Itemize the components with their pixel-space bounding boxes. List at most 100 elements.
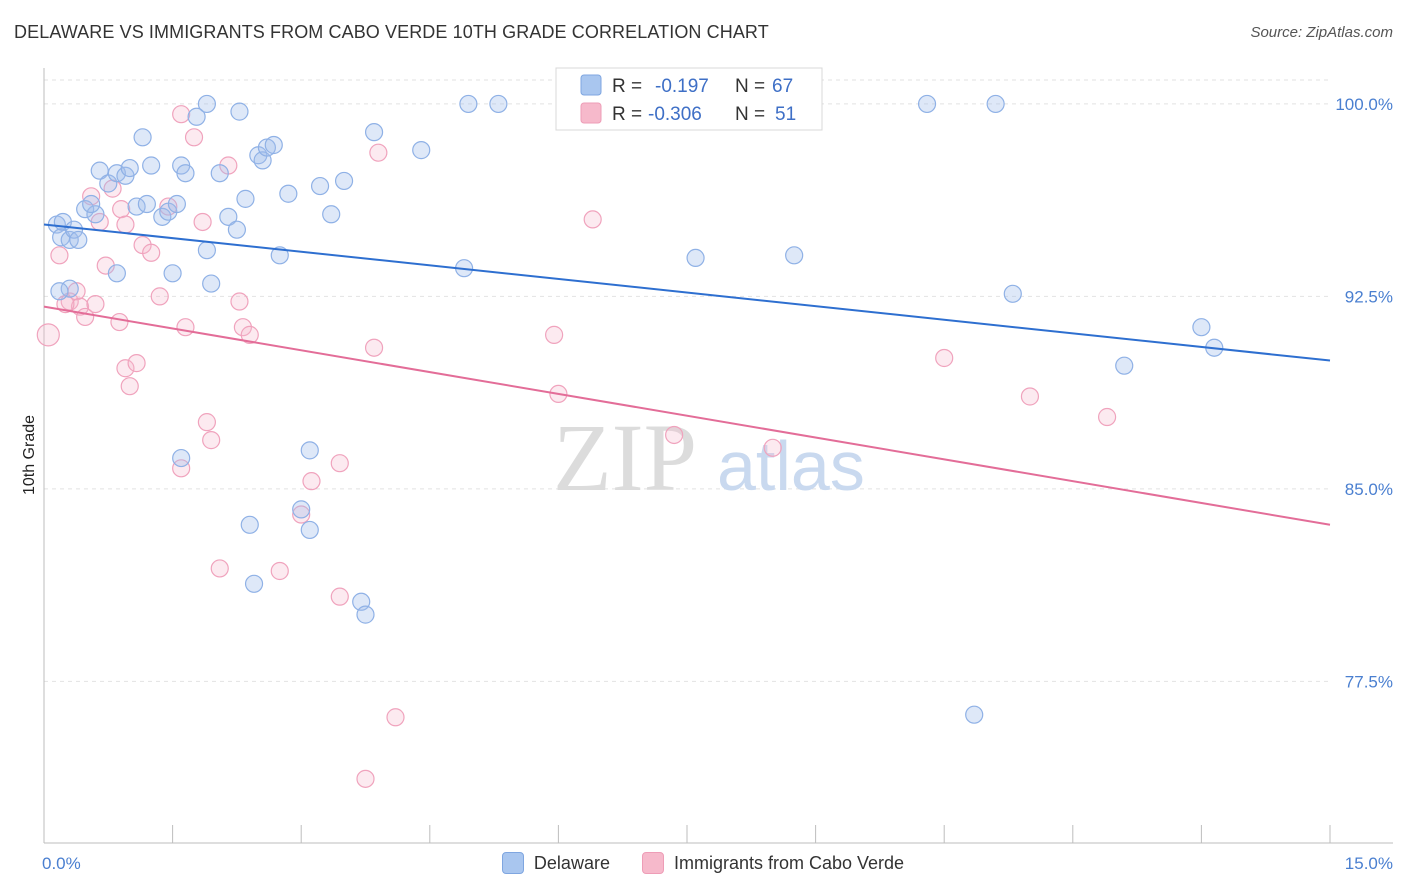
legend-item-delaware: Delaware (501, 852, 610, 874)
point-delaware (686, 248, 705, 268)
gridlines (44, 79, 1330, 682)
point-delaware (489, 94, 508, 114)
point-delaware (236, 189, 255, 208)
point-delaware (334, 171, 354, 191)
point-delaware (300, 520, 319, 540)
point-cabo-verde (210, 559, 229, 578)
point-cabo-verde (202, 431, 221, 450)
point-delaware (60, 279, 79, 298)
point-cabo-verde (127, 354, 146, 373)
point-delaware (785, 246, 804, 265)
chart-title: DELAWARE VS IMMIGRANTS FROM CABO VERDE 1… (14, 22, 769, 42)
point-delaware (227, 220, 246, 239)
point-cabo-verde (150, 287, 169, 306)
y-tick-labels: 100.0% 92.5% 85.0% 77.5% (1335, 95, 1393, 691)
legend-label-delaware: Delaware (533, 852, 610, 873)
point-cabo-verde (665, 425, 684, 445)
point-cabo-verde (369, 143, 388, 162)
point-cabo-verde (292, 505, 311, 524)
legend-n-value: 67 (772, 76, 793, 97)
y-axis-label: 10th Grade (21, 415, 38, 495)
point-cabo-verde (172, 459, 191, 478)
point-cabo-verde (364, 338, 384, 357)
point-cabo-verde (935, 348, 954, 368)
point-cabo-verde (233, 318, 253, 337)
legend-r-label: R = (612, 76, 642, 97)
stats-legend: R = -0.197 N = 67 R = -0.306 N = 51 (555, 67, 823, 131)
point-delaware (356, 605, 375, 624)
point-delaware (300, 441, 319, 460)
point-delaware (197, 94, 216, 114)
watermark: ZIP atlas (553, 404, 865, 511)
point-delaware (364, 123, 384, 142)
point-cabo-verde (545, 325, 564, 344)
series-legend: Delaware Immigrants from Cabo Verde (0, 852, 1406, 874)
point-delaware (176, 164, 195, 183)
point-cabo-verde (330, 454, 349, 473)
point-delaware (142, 156, 161, 175)
y-tick-label: 100.0% (1335, 95, 1393, 114)
trend-line-cabo-verde (43, 305, 1331, 526)
point-cabo-verde (193, 212, 212, 232)
point-cabo-verde (386, 708, 405, 727)
point-delaware (153, 207, 172, 226)
legend-label-cabo-verde: Immigrants from Cabo Verde (673, 852, 905, 873)
point-delaware (219, 207, 238, 226)
point-delaware (1115, 356, 1134, 375)
x-tick-label: 15.0% (1345, 854, 1393, 873)
point-delaware (240, 515, 259, 534)
legend-r-label: R = (612, 104, 642, 125)
point-cabo-verde (1097, 407, 1117, 427)
legend-swatch-cabo-verde (580, 102, 602, 124)
point-cabo-verde (302, 472, 321, 491)
point-cabo-verde (270, 561, 289, 581)
point-delaware (187, 107, 206, 126)
point-cabo-verde (50, 246, 69, 265)
point-cabo-verde (172, 105, 191, 124)
point-cabo-verde (1020, 387, 1040, 406)
point-cabo-verde (120, 377, 139, 396)
point-delaware (210, 164, 229, 183)
point-delaware (133, 128, 152, 147)
point-delaware (69, 230, 88, 250)
point-delaware (172, 448, 191, 468)
axes (43, 68, 1393, 844)
point-cabo-verde (36, 323, 60, 347)
point-cabo-verde (184, 128, 204, 147)
watermark-atlas: atlas (717, 427, 865, 505)
point-cabo-verde (116, 359, 135, 378)
x-tick-labels: 0.0% 15.0% (42, 854, 1393, 873)
point-delaware (1192, 318, 1211, 337)
point-cabo-verde (330, 587, 349, 606)
legend-item-cabo-verde: Immigrants from Cabo Verde (641, 852, 905, 874)
legend-n-value: 51 (775, 104, 796, 125)
point-delaware (965, 705, 984, 724)
legend-r-value: -0.197 (655, 76, 709, 97)
point-delaware (197, 241, 216, 260)
legend-n-label: N = (735, 76, 765, 97)
point-cabo-verde (583, 210, 602, 229)
point-delaware (310, 176, 330, 196)
point-delaware (279, 184, 298, 203)
point-delaware (202, 274, 221, 293)
point-delaware (986, 94, 1005, 114)
point-cabo-verde (142, 243, 161, 262)
point-cabo-verde (197, 413, 216, 432)
legend-swatch-delaware (501, 852, 524, 874)
point-delaware (86, 205, 105, 224)
point-delaware (76, 200, 95, 219)
point-delaware (292, 500, 311, 519)
watermark-zip: ZIP (553, 404, 697, 511)
point-delaware (230, 102, 249, 121)
point-delaware (120, 158, 139, 178)
point-cabo-verde (70, 297, 90, 316)
legend-r-value: -0.306 (648, 104, 702, 125)
point-delaware (244, 574, 264, 593)
point-delaware (64, 220, 84, 239)
x-tick-label: 0.0% (42, 854, 81, 873)
point-delaware (322, 205, 341, 224)
point-cabo-verde (176, 318, 195, 337)
point-delaware (127, 197, 146, 216)
legend-n-label: N = (735, 104, 765, 125)
y-tick-label: 92.5% (1345, 287, 1393, 306)
